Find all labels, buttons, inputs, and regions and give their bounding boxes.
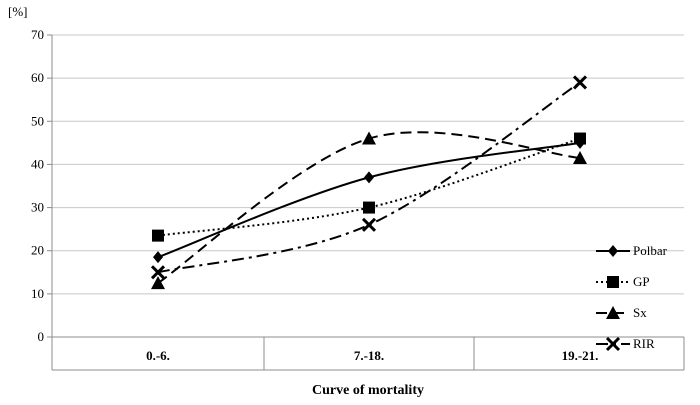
point-rir-1 (361, 217, 377, 232)
point-polbar-0 (153, 251, 163, 264)
legend-label-gp: GP (633, 274, 650, 289)
legend-label-rir: RIR (633, 336, 655, 351)
series-line-gp (157, 137, 581, 237)
y-axis-ticks: 0 10 20 30 40 50 60 70 (31, 27, 52, 344)
y-tick-label-7: 70 (31, 27, 44, 42)
x-axis-title: Curve of mortality (312, 383, 424, 398)
point-gp-2 (574, 132, 586, 145)
x-category-label-0: 0.-6. (146, 348, 170, 363)
legend-marker-rir (605, 336, 621, 352)
point-sx-0 (151, 276, 165, 290)
series-group (150, 75, 588, 290)
legend-label-polbar: Polbar (633, 243, 668, 258)
y-tick-label-0: 0 (38, 329, 45, 344)
point-sx-1 (362, 131, 376, 145)
y-tick-label-1: 10 (31, 286, 44, 301)
legend-marker-polbar (608, 245, 618, 257)
legend-marker-gp (607, 276, 619, 288)
point-polbar-1 (364, 171, 374, 184)
point-sx-2 (573, 150, 587, 164)
plot-frame (51, 35, 685, 371)
point-gp-1 (363, 201, 375, 214)
point-rir-2 (572, 75, 588, 90)
point-gp-0 (152, 229, 164, 242)
legend-marker-sx (606, 306, 620, 319)
gridlines (52, 34, 684, 295)
y-tick-label-5: 50 (31, 113, 44, 128)
series-line-polbar (157, 141, 581, 259)
legend: Polbar GP Sx RIR (596, 243, 668, 352)
y-tick-label-2: 20 (31, 243, 44, 258)
y-axis-unit: [%] (8, 4, 28, 19)
y-tick-label-6: 60 (31, 70, 44, 85)
y-tick-label-4: 40 (31, 156, 44, 171)
x-category-label-1: 7.-18. (354, 348, 384, 363)
x-axis-categories: 0.-6. 7.-18. 19.-21. (146, 348, 598, 363)
y-tick-label-3: 30 (31, 200, 44, 215)
x-category-label-2: 19.-21. (562, 348, 599, 363)
point-rir-0 (150, 265, 166, 280)
legend-label-sx: Sx (633, 305, 647, 320)
